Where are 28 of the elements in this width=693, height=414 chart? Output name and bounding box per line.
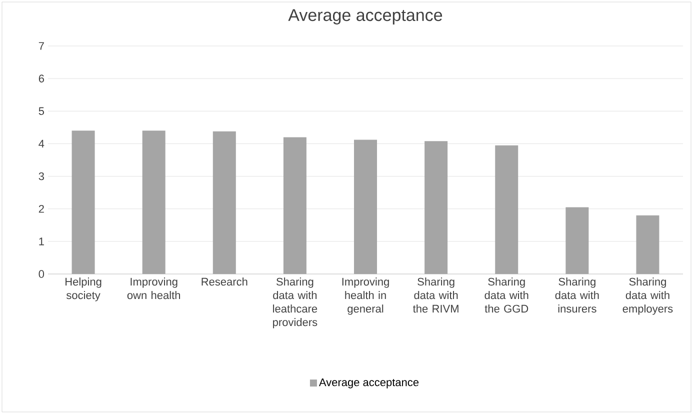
legend-label: Average acceptance — [318, 378, 419, 388]
bar — [636, 215, 660, 274]
x-tick-label: Improving health in general — [342, 278, 389, 315]
bar — [212, 131, 236, 274]
y-tick-label: 2 — [38, 205, 44, 213]
chart-title: Average acceptance — [288, 9, 442, 24]
x-tick-label: Research — [202, 278, 248, 286]
x-tick-label: Sharing data with the RIVM — [413, 278, 458, 313]
x-tick-label: Sharing data with insurers — [555, 278, 599, 313]
x-tick-label: Sharing data with leathcare providers — [273, 278, 318, 328]
y-tick-label: 4 — [38, 140, 44, 148]
y-tick-label: 5 — [38, 107, 44, 115]
bar — [495, 145, 518, 274]
y-tick-label: 1 — [39, 238, 44, 246]
x-tick-label: Helping society — [66, 278, 102, 302]
y-tick-label: 6 — [38, 74, 44, 82]
x-tick-label: Improving own health — [127, 278, 180, 300]
x-tick-label: Sharing data with employers — [622, 278, 673, 315]
bar — [566, 207, 589, 274]
bar — [424, 141, 448, 274]
bar — [283, 137, 306, 274]
bar — [142, 130, 166, 274]
bar — [72, 130, 95, 274]
bar — [354, 140, 377, 274]
x-tick-label: Sharing data with the GGD — [484, 278, 528, 313]
y-tick-label: 0 — [38, 270, 44, 278]
y-tick-label: 7 — [38, 42, 44, 50]
y-tick-label: 3 — [38, 172, 44, 180]
